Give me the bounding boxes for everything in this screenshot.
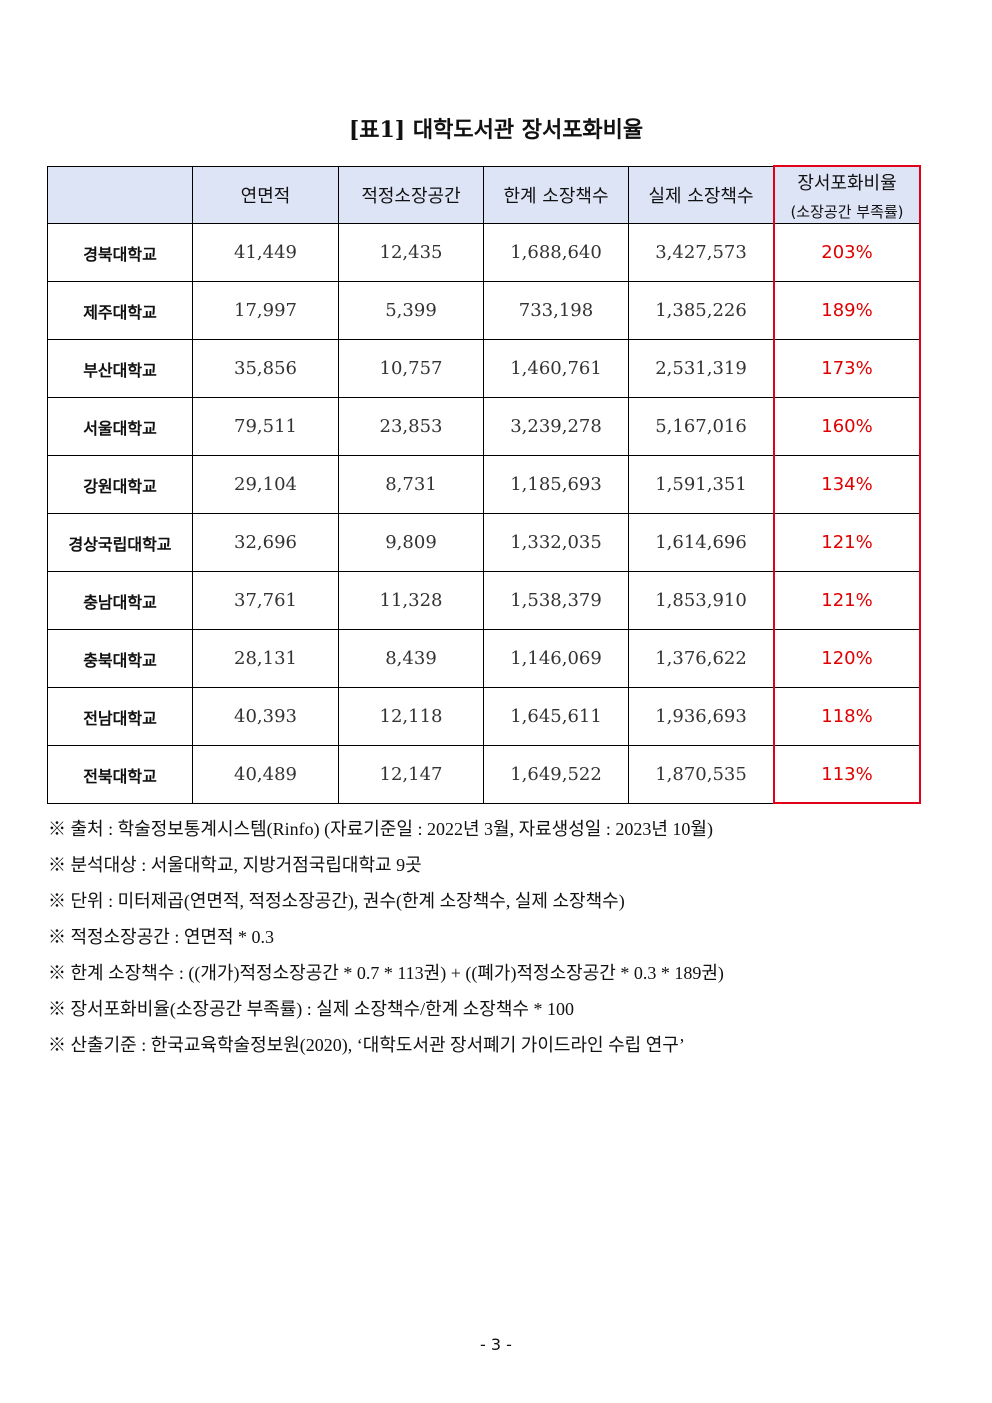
table-row: 서울대학교 79,511 23,853 3,239,278 5,167,016 160% [47, 397, 921, 456]
table-cell: 40,393 [192, 687, 339, 746]
table-cell: 11,328 [338, 571, 484, 630]
table-cell: 733,198 [483, 281, 629, 340]
table-cell: 8,731 [338, 455, 484, 514]
saturation-ratio: 203% [773, 223, 921, 282]
university-name: 제주대학교 [47, 281, 193, 340]
table-cell: 1,185,693 [483, 455, 629, 514]
note-item: ※ 분석대상 : 서울대학교, 지방거점국립대학교 9곳 [48, 855, 422, 875]
column-header: 한계 소장책수 [483, 166, 629, 224]
column-header: 연면적 [192, 166, 339, 224]
table-cell: 1,688,640 [483, 223, 629, 282]
table-cell: 1,332,035 [483, 513, 629, 572]
column-header: 실제 소장책수 [628, 166, 774, 224]
table-row: 경북대학교 41,449 12,435 1,688,640 3,427,573 203% [47, 223, 921, 282]
table-cell: 3,427,573 [628, 223, 774, 282]
saturation-ratio: 134% [773, 455, 921, 514]
notes: ※ 출처 : 학술정보통계시스템(Rinfo) (자료기준일 : 2022년 3… [48, 816, 724, 1068]
saturation-ratio: 113% [773, 745, 921, 804]
table-cell: 9,809 [338, 513, 484, 572]
column-header [47, 166, 193, 224]
table-cell: 8,439 [338, 629, 484, 688]
table-cell: 40,489 [192, 745, 339, 804]
table-row: 전남대학교 40,393 12,118 1,645,611 1,936,693 118% [47, 687, 921, 746]
table-cell: 3,239,278 [483, 397, 629, 456]
table-row: 경상국립대학교 32,696 9,809 1,332,035 1,614,696 121% [47, 513, 921, 572]
table-cell: 12,118 [338, 687, 484, 746]
column-header: 장서포화비율 (소장공간 부족률) [773, 166, 921, 224]
header-row: 연면적 적정소장공간 한계 소장책수 실제 소장책수 장서포화비율 (소장공간 부족률) [47, 166, 921, 224]
saturation-ratio: 120% [773, 629, 921, 688]
saturation-ratio: 173% [773, 339, 921, 398]
table-cell: 1,385,226 [628, 281, 774, 340]
table-row: 제주대학교 17,997 5,399 733,198 1,385,226 189% [47, 281, 921, 340]
table-cell: 5,167,016 [628, 397, 774, 456]
table-cell: 32,696 [192, 513, 339, 572]
saturation-ratio: 189% [773, 281, 921, 340]
column-header-label: 장서포화비율 [797, 172, 897, 194]
column-header: 적정소장공간 [338, 166, 484, 224]
university-name: 충남대학교 [47, 571, 193, 630]
note-item: ※ 장서포화비율(소장공간 부족률) : 실제 소장책수/한계 소장책수 * 1… [48, 999, 574, 1019]
note-item: ※ 단위 : 미터제곱(연면적, 적정소장공간), 권수(한계 소장책수, 실제… [48, 891, 625, 911]
table-cell: 1,645,611 [483, 687, 629, 746]
saturation-ratio: 121% [773, 571, 921, 630]
table-cell: 1,870,535 [628, 745, 774, 804]
page-number: - 3 - [480, 1335, 512, 1354]
table-cell: 12,435 [338, 223, 484, 282]
table-title: [표1] 대학도서관 장서포화비율 [348, 117, 644, 143]
column-header-label: 연면적 [240, 186, 291, 207]
table-cell: 28,131 [192, 629, 339, 688]
table-cell: 17,997 [192, 281, 339, 340]
university-name: 충북대학교 [47, 629, 193, 688]
note-item: ※ 출처 : 학술정보통계시스템(Rinfo) (자료기준일 : 2022년 3… [48, 819, 713, 839]
table-cell: 37,761 [192, 571, 339, 630]
table-cell: 41,449 [192, 223, 339, 282]
university-name: 전북대학교 [47, 745, 193, 804]
note-item: ※ 한계 소장책수 : ((개가)적정소장공간 * 0.7 * 113권) + … [48, 963, 724, 983]
table-row: 전북대학교 40,489 12,147 1,649,522 1,870,535 113% [47, 745, 921, 804]
table-row: 충남대학교 37,761 11,328 1,538,379 1,853,910 121% [47, 571, 921, 630]
university-name: 경북대학교 [47, 223, 193, 282]
saturation-ratio: 160% [773, 397, 921, 456]
table-cell: 12,147 [338, 745, 484, 804]
table-cell: 79,511 [192, 397, 339, 456]
table-cell: 1,146,069 [483, 629, 629, 688]
table-cell: 1,538,379 [483, 571, 629, 630]
column-subheader: (소장공간 부족률) [790, 202, 904, 221]
university-name: 부산대학교 [47, 339, 193, 398]
university-name: 강원대학교 [47, 455, 193, 514]
table-cell: 1,591,351 [628, 455, 774, 514]
table-cell: 35,856 [192, 339, 339, 398]
table-cell: 1,853,910 [628, 571, 774, 630]
university-name: 전남대학교 [47, 687, 193, 746]
table-cell: 29,104 [192, 455, 339, 514]
note-item: ※ 산출기준 : 한국교육학술정보원(2020), ‘대학도서관 장서폐기 가이… [48, 1035, 685, 1055]
table-cell: 1,376,622 [628, 629, 774, 688]
table-cell: 5,399 [338, 281, 484, 340]
column-header-label: 실제 소장책수 [648, 186, 754, 207]
table-cell: 1,649,522 [483, 745, 629, 804]
table-cell: 1,614,696 [628, 513, 774, 572]
table-cell: 10,757 [338, 339, 484, 398]
table-row: 부산대학교 35,856 10,757 1,460,761 2,531,319 173% [47, 339, 921, 398]
note-item: ※ 적정소장공간 : 연면적 * 0.3 [48, 927, 275, 947]
column-header-label: 적정소장공간 [361, 186, 461, 207]
table-cell: 2,531,319 [628, 339, 774, 398]
university-name: 경상국립대학교 [47, 513, 193, 572]
table-cell: 1,936,693 [628, 687, 774, 746]
table-cell: 23,853 [338, 397, 484, 456]
column-header-label: 한계 소장책수 [503, 186, 609, 207]
saturation-ratio: 121% [773, 513, 921, 572]
table-row: 충북대학교 28,131 8,439 1,146,069 1,376,622 120% [47, 629, 921, 688]
university-name: 서울대학교 [47, 397, 193, 456]
table-cell: 1,460,761 [483, 339, 629, 398]
saturation-ratio: 118% [773, 687, 921, 746]
saturation-table: 연면적 적정소장공간 한계 소장책수 실제 소장책수 장서포화비율 (소장공간 부족률) … [47, 166, 921, 804]
table-row: 강원대학교 29,104 8,731 1,185,693 1,591,351 134% [47, 455, 921, 514]
